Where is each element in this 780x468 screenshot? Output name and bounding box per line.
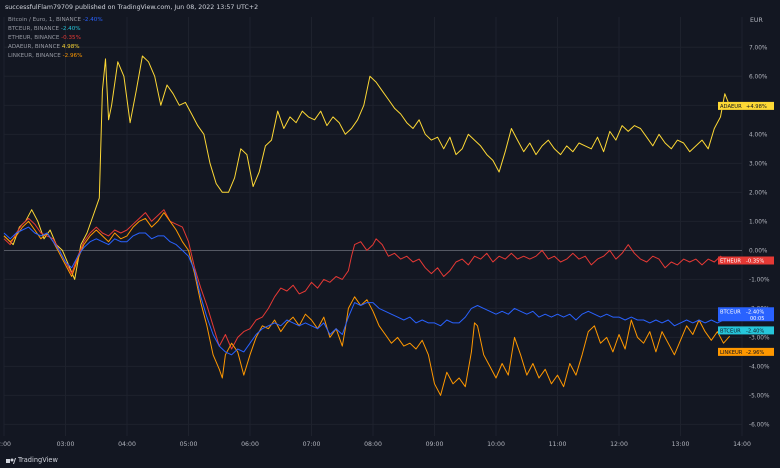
y-tick-label: -3.00% (749, 335, 770, 341)
last-value-tag: LINKEUR -2.96% (718, 347, 774, 356)
x-tick-label: 04:00 (118, 441, 136, 448)
last-value-tags: ADAEUR +4.98%ETHEUR -0.35%BTCEUR -2.40%00:0… (718, 101, 774, 356)
x-tick-label: 13:00 (672, 441, 690, 448)
legend-row[interactable]: ETHEUR, BINANCE -0.35% (8, 34, 103, 43)
y-tick-label: 4.00% (749, 132, 768, 138)
tag-value: -0.35% (746, 259, 764, 265)
x-tick-label: 14:00 (733, 441, 751, 448)
tag-name-box (718, 101, 744, 110)
tag-value: -2.40% (746, 328, 764, 334)
legend-row[interactable]: ADAEUR, BINANCE 4.98% (8, 43, 103, 52)
legend-label: LINKEUR, BINANCE (8, 53, 61, 59)
x-tick-label: 07:00 (303, 441, 321, 448)
y-axis: EUR7.00%6.00%5.00%4.00%3.00%2.00%1.00%0.… (749, 17, 770, 428)
y-tick-label: -1.00% (749, 277, 770, 283)
footer: TradingView (0, 455, 780, 468)
y-tick-label: -4.00% (749, 364, 770, 370)
tag-name: BTCEUR (720, 309, 741, 315)
tag-name-box (718, 347, 744, 356)
series-lines (3, 55, 731, 396)
y-tick-label: 3.00% (749, 161, 768, 167)
tag-name: ADAEUR (720, 104, 742, 110)
series-line-linkeur (3, 212, 731, 396)
tag-name-box (718, 256, 744, 265)
y-axis-title: EUR (750, 17, 763, 24)
tag-value: -2.40% (746, 309, 764, 315)
tradingview-brand[interactable]: TradingView (18, 456, 58, 464)
legend-value: -0.35% (61, 35, 81, 41)
tag-value-box (744, 307, 774, 322)
x-tick-label: 2:00 (0, 441, 11, 448)
last-value-tag: ETHEUR -0.35% (718, 256, 774, 265)
legend: Bitcoin / Euro, 1, BINANCE -2.40% BTCEUR… (8, 16, 103, 61)
last-value-tag: BTCEUR -2.40%00:05 (718, 307, 774, 322)
x-tick-label: 09:00 (426, 441, 444, 448)
tag-value-box (744, 101, 774, 110)
legend-value: -2.40% (60, 26, 81, 32)
series-line-btceur (3, 226, 730, 356)
last-value-tag: BTCEUR -2.40% (718, 326, 774, 335)
tag-value-box (744, 347, 774, 356)
x-axis: 2:00 03:00 04:00 05:00 06:00 07:00 08:00 09:00 1… (0, 441, 751, 448)
y-tick-label: 2.00% (749, 190, 768, 196)
tag-name-box (718, 307, 744, 322)
x-tick-label: 05:00 (180, 441, 198, 448)
legend-label: BTCEUR, BINANCE (8, 26, 60, 32)
x-tick-label: 10:00 (487, 441, 505, 448)
last-value-tag: ADAEUR +4.98% (718, 101, 774, 110)
tag-value: +4.98% (746, 104, 767, 110)
legend-label: Bitcoin / Euro, 1, BINANCE (8, 17, 82, 23)
tag-name: BTCEUR (720, 328, 741, 334)
tradingview-logo-icon[interactable] (6, 456, 16, 466)
legend-row[interactable]: Bitcoin / Euro, 1, BINANCE -2.40% (8, 16, 103, 25)
tag-sub: 00:05 (750, 316, 764, 322)
tag-value: -2.96% (746, 350, 764, 356)
x-tick-label: 08:00 (364, 441, 382, 448)
tag-value-box (744, 256, 774, 265)
y-tick-label: 6.00% (749, 74, 768, 80)
x-tick-label: 11:00 (549, 441, 567, 448)
y-tick-label: -6.00% (749, 422, 770, 428)
x-tick-label: 06:00 (241, 441, 259, 448)
legend-value: -2.40% (82, 17, 103, 23)
y-tick-label: 1.00% (749, 219, 768, 225)
y-tick-label: 7.00% (749, 45, 768, 51)
legend-row[interactable]: BTCEUR, BINANCE -2.40% (8, 25, 103, 34)
legend-label: ADAEUR, BINANCE (8, 44, 61, 50)
y-tick-label: 0.00% (749, 248, 768, 254)
legend-value: -2.96% (62, 53, 83, 59)
legend-value: 4.98% (61, 44, 80, 50)
y-tick-label: -5.00% (749, 393, 770, 399)
tag-value-box (744, 326, 774, 335)
publisher-line: successfulFlam79709 published on Trading… (5, 4, 259, 11)
series-line-adaeur (3, 55, 731, 280)
tag-name: LINKEUR (720, 350, 743, 356)
tag-name-box (718, 326, 744, 335)
tag-name: ETHEUR (720, 259, 741, 265)
legend-label: ETHEUR, BINANCE (8, 35, 60, 41)
legend-row[interactable]: LINKEUR, BINANCE -2.96% (8, 52, 103, 61)
x-tick-label: 12:00 (610, 441, 628, 448)
x-tick-label: 03:00 (57, 441, 75, 448)
series-line-etheur (3, 209, 727, 350)
